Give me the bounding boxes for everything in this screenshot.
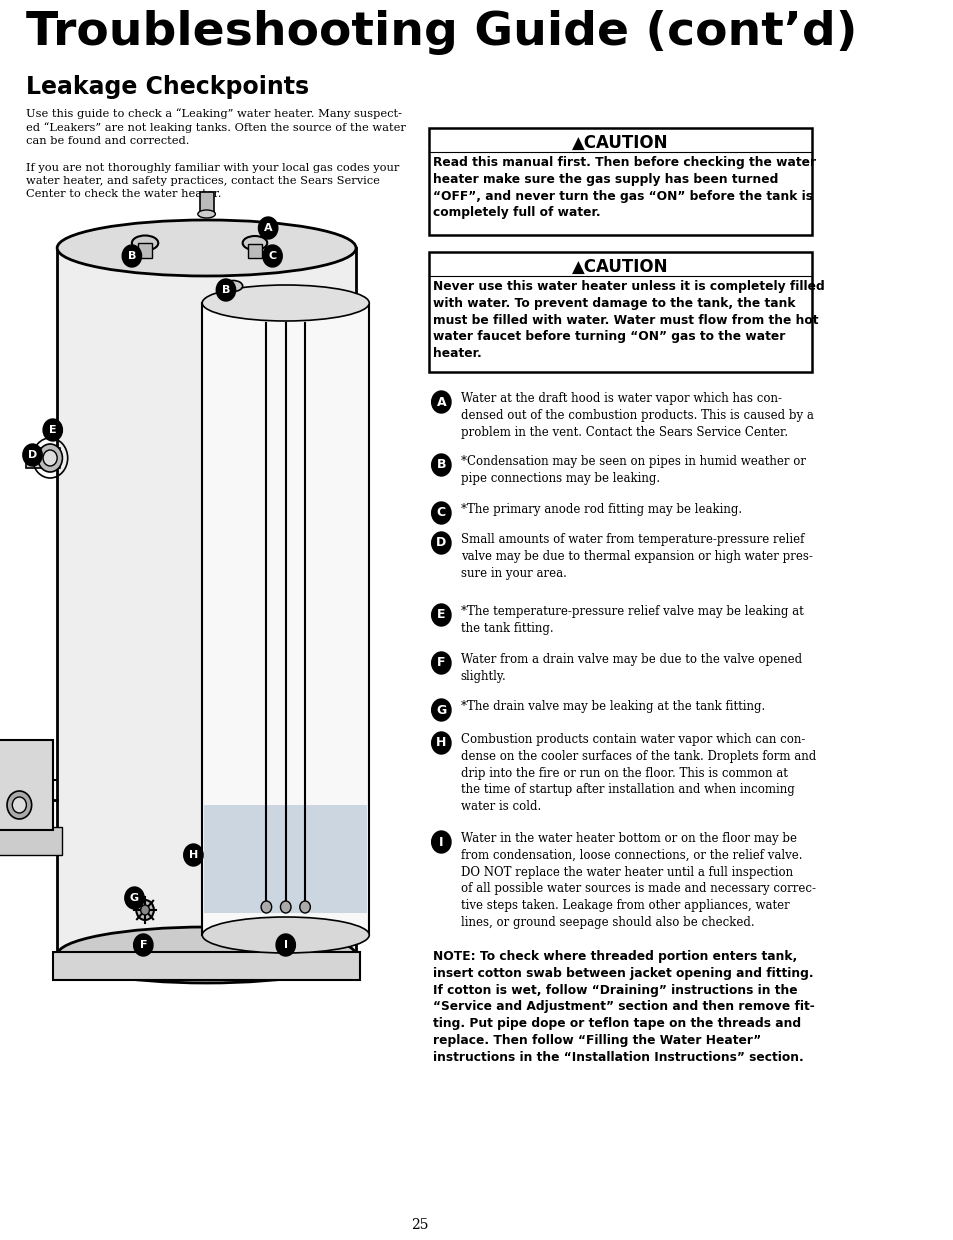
Circle shape bbox=[140, 905, 150, 915]
FancyBboxPatch shape bbox=[0, 827, 62, 856]
Circle shape bbox=[431, 454, 451, 476]
Circle shape bbox=[258, 217, 277, 239]
Circle shape bbox=[431, 502, 451, 525]
Text: ▲CAUTION: ▲CAUTION bbox=[572, 258, 668, 277]
Text: F: F bbox=[139, 940, 147, 950]
Ellipse shape bbox=[57, 219, 355, 277]
Text: *The drain valve may be leaking at the tank fitting.: *The drain valve may be leaking at the t… bbox=[460, 701, 764, 713]
Circle shape bbox=[184, 844, 203, 866]
Circle shape bbox=[431, 831, 451, 853]
Circle shape bbox=[431, 391, 451, 413]
Ellipse shape bbox=[202, 918, 369, 954]
Text: E: E bbox=[436, 609, 445, 621]
Text: NOTE: To check where threaded portion enters tank,
insert cotton swab between ja: NOTE: To check where threaded portion en… bbox=[433, 950, 814, 1064]
Text: Combustion products contain water vapor which can con-
dense on the cooler surfa: Combustion products contain water vapor … bbox=[460, 733, 815, 813]
Ellipse shape bbox=[57, 928, 355, 983]
Text: C: C bbox=[268, 250, 276, 260]
Circle shape bbox=[431, 699, 451, 720]
Circle shape bbox=[23, 444, 42, 466]
Circle shape bbox=[263, 246, 282, 267]
Text: *The primary anode rod fitting may be leaking.: *The primary anode rod fitting may be le… bbox=[460, 503, 741, 516]
Text: D: D bbox=[28, 450, 37, 460]
Text: Water from a drain valve may be due to the valve opened
slightly.: Water from a drain valve may be due to t… bbox=[460, 653, 801, 683]
FancyBboxPatch shape bbox=[138, 243, 152, 258]
Text: C: C bbox=[436, 506, 445, 520]
Circle shape bbox=[136, 900, 153, 920]
Circle shape bbox=[275, 934, 295, 956]
Circle shape bbox=[38, 444, 62, 472]
Text: A: A bbox=[436, 396, 446, 408]
Circle shape bbox=[43, 419, 62, 441]
Ellipse shape bbox=[242, 236, 267, 250]
Text: Use this guide to check a “Leaking” water heater. Many suspect-
ed “Leakers” are: Use this guide to check a “Leaking” wate… bbox=[27, 108, 406, 146]
Text: Never use this water heater unless it is completely filled
with water. To preven: Never use this water heater unless it is… bbox=[433, 280, 824, 360]
Text: Small amounts of water from temperature-pressure relief
valve may be due to ther: Small amounts of water from temperature-… bbox=[460, 533, 812, 579]
Text: F: F bbox=[436, 656, 445, 670]
Circle shape bbox=[299, 901, 310, 913]
FancyBboxPatch shape bbox=[429, 252, 812, 372]
Text: Read this manual first. Then before checking the water
heater make sure the gas : Read this manual first. Then before chec… bbox=[433, 156, 816, 219]
Text: Water at the draft hood is water vapor which has con-
densed out of the combusti: Water at the draft hood is water vapor w… bbox=[460, 392, 813, 439]
Text: Water in the water heater bottom or on the floor may be
from condensation, loose: Water in the water heater bottom or on t… bbox=[460, 832, 815, 929]
Text: D: D bbox=[436, 537, 446, 549]
Text: I: I bbox=[283, 940, 288, 950]
Text: Troubleshooting Guide (cont’d): Troubleshooting Guide (cont’d) bbox=[27, 10, 857, 55]
Polygon shape bbox=[204, 805, 367, 913]
Text: H: H bbox=[189, 849, 198, 861]
Text: G: G bbox=[436, 703, 446, 717]
Circle shape bbox=[43, 450, 57, 466]
Text: B: B bbox=[128, 250, 136, 260]
Text: B: B bbox=[436, 459, 446, 471]
Text: If you are not thoroughly familiar with your local gas codes your
water heater, : If you are not thoroughly familiar with … bbox=[27, 162, 399, 200]
Circle shape bbox=[133, 934, 152, 956]
Text: A: A bbox=[264, 223, 273, 233]
Circle shape bbox=[7, 791, 31, 818]
Text: Leakage Checkpoints: Leakage Checkpoints bbox=[27, 74, 309, 99]
Circle shape bbox=[431, 532, 451, 554]
Circle shape bbox=[12, 797, 27, 813]
Text: H: H bbox=[436, 737, 446, 749]
Circle shape bbox=[261, 901, 272, 913]
FancyBboxPatch shape bbox=[0, 740, 52, 830]
Ellipse shape bbox=[202, 285, 369, 321]
FancyBboxPatch shape bbox=[202, 303, 369, 935]
Text: ▲CAUTION: ▲CAUTION bbox=[572, 134, 668, 153]
FancyBboxPatch shape bbox=[199, 192, 213, 215]
Polygon shape bbox=[57, 248, 355, 955]
FancyBboxPatch shape bbox=[248, 244, 262, 258]
Text: B: B bbox=[221, 285, 230, 295]
Circle shape bbox=[216, 279, 235, 301]
Ellipse shape bbox=[197, 210, 215, 218]
Circle shape bbox=[431, 652, 451, 675]
Text: G: G bbox=[130, 893, 139, 903]
Circle shape bbox=[431, 732, 451, 754]
Ellipse shape bbox=[223, 280, 242, 291]
Text: E: E bbox=[49, 425, 56, 435]
Circle shape bbox=[431, 604, 451, 626]
Circle shape bbox=[125, 887, 144, 909]
FancyBboxPatch shape bbox=[52, 952, 360, 980]
Text: *The temperature-pressure relief valve may be leaking at
the tank fitting.: *The temperature-pressure relief valve m… bbox=[460, 605, 802, 635]
Text: I: I bbox=[438, 836, 443, 848]
Text: *Condensation may be seen on pipes in humid weather or
pipe connections may be l: *Condensation may be seen on pipes in hu… bbox=[460, 455, 805, 485]
FancyBboxPatch shape bbox=[429, 128, 812, 236]
Circle shape bbox=[122, 246, 141, 267]
Circle shape bbox=[280, 901, 291, 913]
Text: 25: 25 bbox=[410, 1218, 428, 1233]
FancyBboxPatch shape bbox=[27, 448, 60, 467]
Ellipse shape bbox=[132, 236, 158, 250]
